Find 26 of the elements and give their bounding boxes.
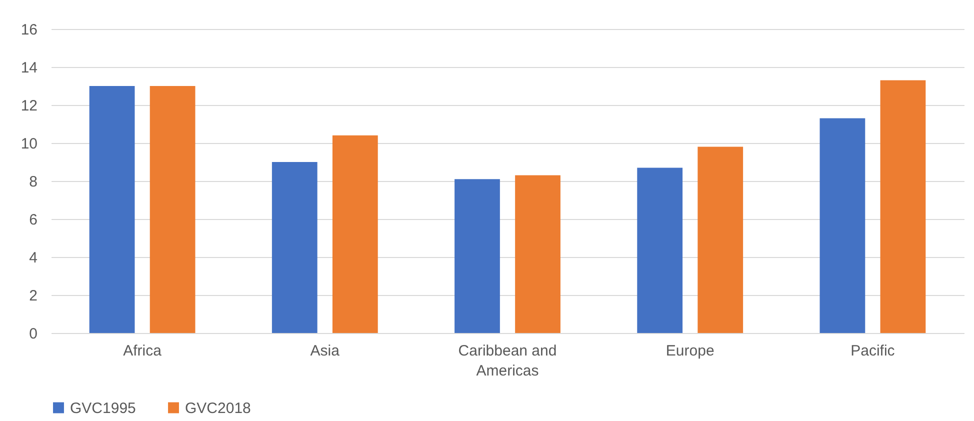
y-tick-label: 0	[29, 326, 38, 342]
y-tick-label: 6	[29, 212, 38, 228]
y-tick-label: 2	[29, 288, 38, 304]
bar	[515, 175, 560, 333]
bar	[820, 118, 866, 333]
bar	[89, 86, 135, 333]
bar	[880, 80, 926, 333]
x-tick-label: Europe	[666, 342, 714, 360]
bar	[272, 162, 318, 333]
y-tick-label: 16	[20, 22, 38, 38]
legend-label: GVC2018	[185, 400, 251, 417]
bar	[698, 146, 744, 333]
bar	[150, 86, 196, 333]
y-tick-label: 8	[29, 174, 38, 190]
bar	[454, 179, 500, 333]
x-tick-label: Africa	[123, 342, 162, 360]
x-tick-label: Asia	[310, 342, 340, 360]
y-tick-label: 10	[20, 136, 38, 152]
x-tick-label: Caribbean and Americas	[458, 342, 557, 380]
bar	[332, 135, 378, 333]
y-tick-label: 4	[29, 250, 38, 266]
y-tick-label: 14	[20, 60, 38, 76]
x-tick-label: Pacific	[850, 342, 896, 360]
y-tick-label: 12	[20, 98, 38, 114]
legend-label: GVC1995	[70, 400, 136, 417]
bar	[637, 168, 683, 333]
